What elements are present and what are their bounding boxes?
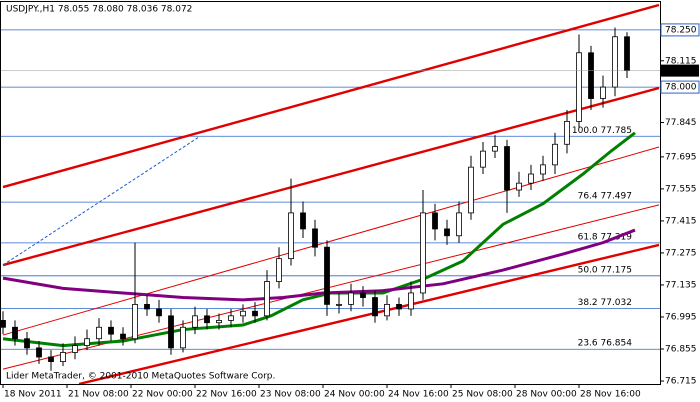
candle-body bbox=[156, 308, 162, 317]
candle-body bbox=[384, 303, 390, 317]
candle-body bbox=[432, 212, 438, 230]
trendline bbox=[2, 136, 200, 266]
x-tick-label: 23 Nov 08:00 bbox=[260, 390, 321, 400]
y-tick-label: 77.415 bbox=[665, 216, 697, 226]
y-tick-label: 76.855 bbox=[665, 345, 697, 355]
candle-body bbox=[132, 303, 138, 340]
candle-body bbox=[300, 212, 306, 230]
footer: Lider MetaTrader, © 2001-2010 MetaQuotes… bbox=[6, 372, 275, 382]
candle-body bbox=[240, 310, 246, 317]
y-tick-label: 76.995 bbox=[665, 312, 697, 322]
y-tick-label: 76.715 bbox=[665, 377, 697, 387]
fib-label: 50.0 77.175 bbox=[578, 265, 632, 275]
candle-body bbox=[516, 182, 522, 191]
candle-body bbox=[204, 315, 210, 324]
level-label: 78.000 bbox=[665, 83, 697, 93]
candle-body bbox=[444, 228, 450, 237]
candle-body bbox=[504, 146, 510, 191]
x-tick-label: 28 Nov 00:00 bbox=[516, 390, 577, 400]
candle-body bbox=[216, 320, 222, 324]
moving-average bbox=[2, 228, 636, 302]
y-tick-label: 77.695 bbox=[665, 152, 697, 162]
candle-body bbox=[288, 212, 294, 260]
candle-body bbox=[420, 212, 426, 294]
fib-label: 76.4 77.497 bbox=[578, 192, 632, 202]
level-box bbox=[660, 23, 700, 37]
candle-body bbox=[120, 333, 126, 340]
plot-area: 100.0 77.785 76.4 77.497 61.8 77.319 50.0 7… bbox=[0, 3, 660, 386]
y-tick-label: 77.845 bbox=[665, 118, 697, 128]
trendline bbox=[2, 146, 660, 336]
candle-body bbox=[528, 173, 534, 184]
x-tick-label: 24 Nov 16:00 bbox=[388, 390, 449, 400]
candle-body bbox=[228, 315, 234, 321]
x-tick-label: 18 Nov 2011 bbox=[4, 390, 62, 400]
candle-body bbox=[24, 338, 30, 349]
candle-body bbox=[456, 212, 462, 237]
last-price-label: 78.072 bbox=[665, 66, 697, 76]
candle-body bbox=[540, 164, 546, 175]
candle-body bbox=[348, 292, 354, 305]
candle-body bbox=[588, 52, 594, 99]
candle-body bbox=[84, 338, 90, 346]
y-tick-label: 77.135 bbox=[665, 280, 697, 290]
candle-body bbox=[336, 303, 342, 306]
fib-label: 100.0 77.785 bbox=[572, 126, 632, 136]
x-tick-label: 22 Nov 16:00 bbox=[196, 390, 257, 400]
candle-body bbox=[168, 315, 174, 349]
candle-body bbox=[576, 52, 582, 122]
plot-frame bbox=[0, 1, 661, 385]
x-tick-label: 25 Nov 08:00 bbox=[452, 390, 513, 400]
candle-body bbox=[468, 166, 474, 214]
y-tick-label: 77.275 bbox=[665, 248, 697, 258]
candle-body bbox=[60, 352, 66, 362]
candle-body bbox=[396, 303, 402, 310]
last-price-box bbox=[661, 64, 699, 77]
candle-body bbox=[324, 246, 330, 305]
x-tick-label: 22 Nov 00:00 bbox=[132, 390, 193, 400]
candle-body bbox=[12, 326, 18, 340]
candle-body bbox=[252, 310, 258, 317]
x-tick-label: 28 Nov 16:00 bbox=[580, 390, 641, 400]
candle-body bbox=[360, 292, 366, 298]
candle-body bbox=[600, 86, 606, 99]
candle-body bbox=[48, 356, 54, 362]
candle-body bbox=[624, 36, 630, 72]
candle-body bbox=[372, 297, 378, 317]
trendline bbox=[2, 86, 660, 267]
candle-body bbox=[276, 258, 282, 282]
candle-body bbox=[612, 36, 618, 88]
candle-body bbox=[552, 143, 558, 166]
y-tick-label: 77.555 bbox=[665, 184, 697, 194]
candle-body bbox=[144, 303, 150, 310]
candle-body bbox=[108, 326, 114, 335]
candle-body bbox=[192, 315, 198, 328]
level-label: 78.250 bbox=[665, 25, 697, 35]
chart-title: USDJPY.,H1 78.055 78.080 78.036 78.072 bbox=[6, 5, 192, 15]
candle-body bbox=[408, 292, 414, 310]
candle-body bbox=[96, 326, 102, 340]
candle-body bbox=[480, 150, 486, 168]
candle-body bbox=[0, 320, 6, 328]
x-tick-label: 21 Nov 08:00 bbox=[68, 390, 129, 400]
fib-label: 23.6 76.854 bbox=[578, 339, 633, 349]
y-tick-label: 78.115 bbox=[665, 56, 697, 66]
candle-body bbox=[264, 281, 270, 317]
trendline bbox=[78, 243, 660, 386]
candle-body bbox=[36, 347, 42, 358]
candle-body bbox=[72, 345, 78, 353]
candle-body bbox=[564, 121, 570, 145]
candle-body bbox=[492, 146, 498, 152]
fib-label: 38.2 77.032 bbox=[578, 298, 632, 308]
candle-body bbox=[180, 326, 186, 349]
level-box bbox=[660, 80, 700, 94]
fib-label: 61.8 77.319 bbox=[578, 232, 633, 242]
trendline bbox=[2, 3, 660, 189]
candle-body bbox=[312, 228, 318, 248]
x-tick-label: 24 Nov 00:00 bbox=[324, 390, 385, 400]
